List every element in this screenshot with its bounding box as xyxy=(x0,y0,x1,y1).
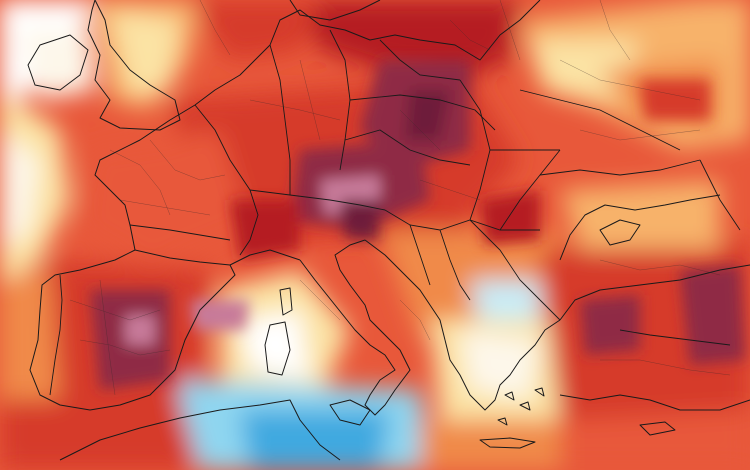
coastline-sardinia xyxy=(264,321,291,376)
coastline-black-sea xyxy=(559,194,721,261)
coastline-italy xyxy=(299,239,411,416)
coastline-france xyxy=(94,104,196,251)
anomaly-field-cores xyxy=(90,60,745,390)
regional-borders xyxy=(69,0,731,396)
coastline-great-britain xyxy=(87,0,181,131)
country-borders xyxy=(49,29,741,396)
coastline-cyprus xyxy=(639,421,676,436)
coastline-crete xyxy=(479,437,536,449)
coastline-north-africa xyxy=(59,399,341,461)
coastlines xyxy=(27,0,750,461)
coastline-ireland xyxy=(27,34,89,91)
coastline-iberia xyxy=(29,249,236,411)
coastline-continent xyxy=(194,0,541,106)
coastline-scandinavia xyxy=(289,0,381,21)
coastline-turkey xyxy=(559,264,750,321)
coastline-ligurian xyxy=(229,249,301,266)
coastline-anatolia-south xyxy=(559,394,750,411)
coastline-corsica xyxy=(279,287,293,316)
coastline-greece xyxy=(444,319,561,411)
coastline-aegean-islands xyxy=(497,387,545,426)
coastline-sicily xyxy=(329,399,371,426)
coastline-crimea xyxy=(599,219,641,246)
coastline-adriatic xyxy=(364,239,446,341)
